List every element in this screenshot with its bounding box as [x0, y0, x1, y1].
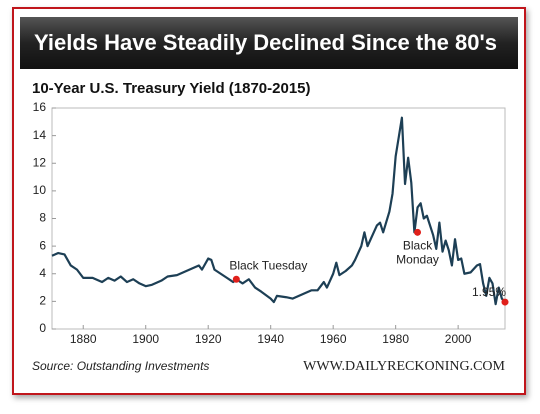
- annotation-label: Black: [403, 238, 433, 252]
- annotation-label: 1.95%: [472, 285, 506, 299]
- x-tick-label: 1940: [257, 332, 284, 346]
- annotation-marker: [232, 275, 240, 283]
- series-line: [51, 116, 506, 306]
- x-tick-label: 1880: [70, 332, 97, 346]
- source: Source: Outstanding Investments: [32, 359, 209, 373]
- annotation-marker: [501, 298, 509, 306]
- x-tick-label: 1900: [132, 332, 159, 346]
- y-tick-label: 10: [33, 183, 47, 197]
- y-tick-label: 14: [33, 128, 47, 142]
- header: [20, 17, 518, 69]
- chart-subtitle: 10-Year U.S. Treasury Yield (1870-2015): [32, 80, 311, 97]
- y-tick-label: 0: [39, 321, 46, 335]
- y-tick-label: 4: [39, 266, 46, 280]
- x-tick-label: 1920: [195, 332, 222, 346]
- x-tick-label: 1980: [382, 332, 409, 346]
- annotation-label: Black Tuesday: [229, 258, 307, 272]
- y-tick-label: 12: [33, 155, 47, 169]
- x-tick-label: 2000: [445, 332, 472, 346]
- y-tick-label: 6: [39, 238, 46, 252]
- y-tick-label: 16: [33, 100, 47, 114]
- y-tick-label: 2: [39, 294, 46, 308]
- y-tick-label: 8: [39, 211, 46, 225]
- annotation-marker: [414, 228, 422, 236]
- card: [12, 7, 526, 395]
- x-tick-label: 1960: [320, 332, 347, 346]
- annotation-label: Monday: [396, 252, 439, 266]
- website: WWW.DAILYRECKONING.COM: [303, 359, 505, 374]
- chart-title: Yields Have Steadily Declined Since the …: [34, 30, 497, 55]
